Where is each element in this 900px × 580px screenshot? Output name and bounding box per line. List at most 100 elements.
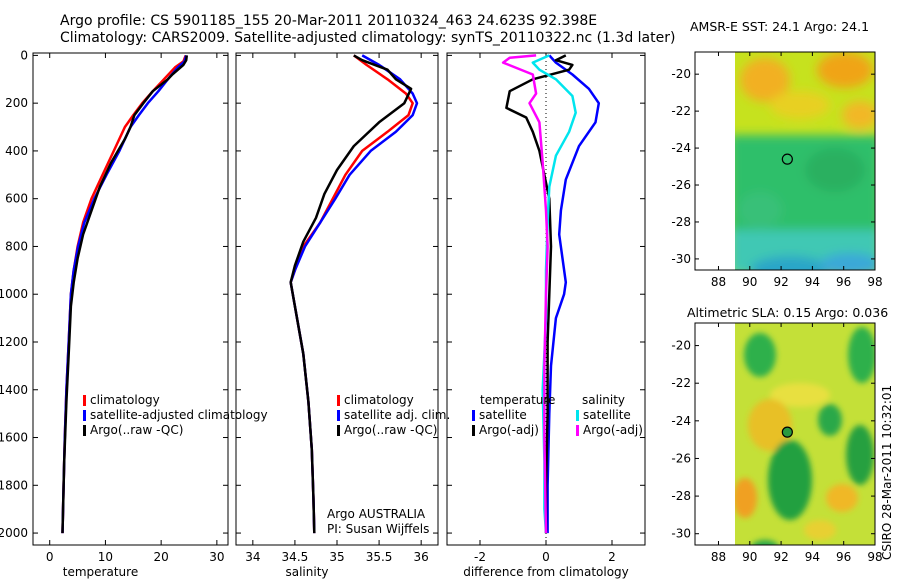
diff-xtick-label: 0 [542,550,550,564]
temp-axes-frame [32,52,229,546]
temp-xtick-label: 0 [46,550,54,564]
ytick-label: 1200 [0,335,28,349]
legend-diff-temp-satellite-label: satellite [479,408,527,422]
sla-map-ytick-label: -28 [671,489,691,503]
sla-map-ytick-label: -22 [671,376,691,390]
diff-series-temperature-argo-adj- [505,54,574,534]
ytick-label: 1400 [0,383,28,397]
sla-map-frame [694,322,876,546]
sst-map-xtick-label: 88 [711,275,726,289]
diff-xlabel: difference from climatology [463,565,629,579]
sla-map-xtick-label: 90 [742,550,757,564]
legend-temp-argo-swatch [83,425,86,436]
ytick-label: 600 [5,192,28,206]
sla-map-xtick-label: 88 [711,550,726,564]
legend-diff-temp-satellite-swatch [472,410,475,421]
legend-temp-argo-label: Argo(..raw -QC) [90,423,183,437]
diff-series-salinity-argo-adj- [501,54,549,534]
sal-series-climatology [289,54,414,534]
legend-diff-salinity-header: salinity [582,393,625,407]
legend-diff-temperature-header: temperature [480,393,555,407]
argo-institution-annotation: Argo AUSTRALIA [327,507,426,521]
legend-temp-satellite-label: satellite-adjusted climatology [90,408,268,422]
sal-xtick-label: 35 [329,550,344,564]
sla-map-argo-marker [781,426,793,438]
ytick-label: 400 [5,144,28,158]
legend-sal-argo-label: Argo(..raw -QC) [344,423,437,437]
sal-xtick-label: 34.5 [282,550,309,564]
pi-name-annotation: PI: Susan Wijffels [327,522,429,536]
ytick-label: 1800 [0,478,28,492]
legend-sal-argo-swatch [337,425,340,436]
sst-map-xtick-label: 94 [805,275,820,289]
sst-map-field [735,52,875,270]
sla-map-axes: 88 90 92 94 96 98 -20 -22 -24 -26 -28 -30 [671,322,883,564]
sst-map-xtick-label: 90 [742,275,757,289]
figure-title-line-2: Climatology: CARS2009. Satellite-adjuste… [60,30,676,46]
sla-map-xtick-label: 94 [805,550,820,564]
legend-diff-sal-satellite-label: satellite [583,408,631,422]
sst-map-xtick-label: 96 [836,275,851,289]
sal-axes-frame [235,52,439,546]
legend-diff-temp-argo-swatch [472,425,475,436]
sal-series-argo-raw-qc- [289,54,413,534]
sal-xtick-label: 34 [245,550,260,564]
sla-map-ytick-label: -30 [671,527,691,541]
sla-map-xtick-label: 92 [773,550,788,564]
legend-diff-temp-argo-label: Argo(-adj) [479,423,539,437]
ytick-label: 1600 [0,431,28,445]
diff-series-temperature-satellite [546,54,601,534]
sst-map-xtick-label: 98 [867,275,882,289]
sst-map-ytick-label: -26 [671,178,691,192]
sal-xtick-label: 35.5 [366,550,393,564]
temp-xtick-label: 20 [154,550,169,564]
legend-sal-satellite-swatch [337,410,340,421]
ytick-label: 800 [5,239,28,253]
sal-panel: 34 34.5 35 35.5 36 salinity [235,52,439,579]
sst-map-ytick-label: -28 [671,215,691,229]
sal-series-satellite-adj-clim- [289,54,419,534]
sal-xtick-label: 36 [414,550,429,564]
ytick-label: 1000 [0,287,28,301]
legend-temp-satellite-swatch [83,410,86,421]
legend-diff-sal-argo-label: Argo(-adj) [583,423,643,437]
sla-map-xtick-label: 98 [867,550,882,564]
sst-map-ytick-label: -22 [671,104,691,118]
figure-title-line-1: Argo profile: CS 5901185_155 20-Mar-2011… [60,13,598,29]
ytick-label: 2000 [0,526,28,540]
sst-map-ytick-label: -30 [671,252,691,266]
ytick-label: 200 [5,96,28,110]
legend-diff-sal-argo-swatch [576,425,579,436]
sla-map-title: Altimetric SLA: 0.15 Argo: 0.036 [687,305,889,320]
sst-map-xtick-label: 92 [773,275,788,289]
legend-sal-satellite-label: satellite adj. clim. [344,408,450,422]
ytick-label: 0 [20,48,28,62]
sla-map-field [735,323,875,545]
temp-xlabel: temperature [63,565,138,579]
temp-panel: 0 10 20 30 temperature 0 200 400 600 800 1000 1200 1… [0,48,229,579]
temp-series-climatology [61,54,187,534]
legend-sal-climatology-swatch [337,395,340,406]
sla-map-xtick-label: 96 [836,550,851,564]
sst-map-title: AMSR-E SST: 24.1 Argo: 24.1 [690,19,870,34]
sst-map-ytick-label: -20 [671,67,691,81]
sla-map-ytick-label: -20 [671,339,691,353]
diff-xtick-label: 2 [608,550,616,564]
sal-xlabel: salinity [285,565,328,579]
legend-temp-climatology-label: climatology [90,393,160,407]
temp-series-argo-raw-qc- [61,55,189,534]
sst-map-ytick-label: -24 [671,141,691,155]
sst-map-frame [694,51,876,271]
legend-diff-sal-satellite-swatch [576,410,579,421]
diff-xtick-label: -2 [474,550,486,564]
legend-sal-climatology-label: climatology [344,393,414,407]
legend-temp-climatology-swatch [83,395,86,406]
sst-map-argo-marker [781,153,793,165]
temp-xtick-label: 10 [98,550,113,564]
sst-map-axes: 88 90 92 94 96 98 -20 -22 -24 -26 -28 -30 [671,51,883,289]
sla-map-ytick-label: -24 [671,414,691,428]
sla-map-ytick-label: -26 [671,451,691,465]
temp-xtick-label: 30 [209,550,224,564]
